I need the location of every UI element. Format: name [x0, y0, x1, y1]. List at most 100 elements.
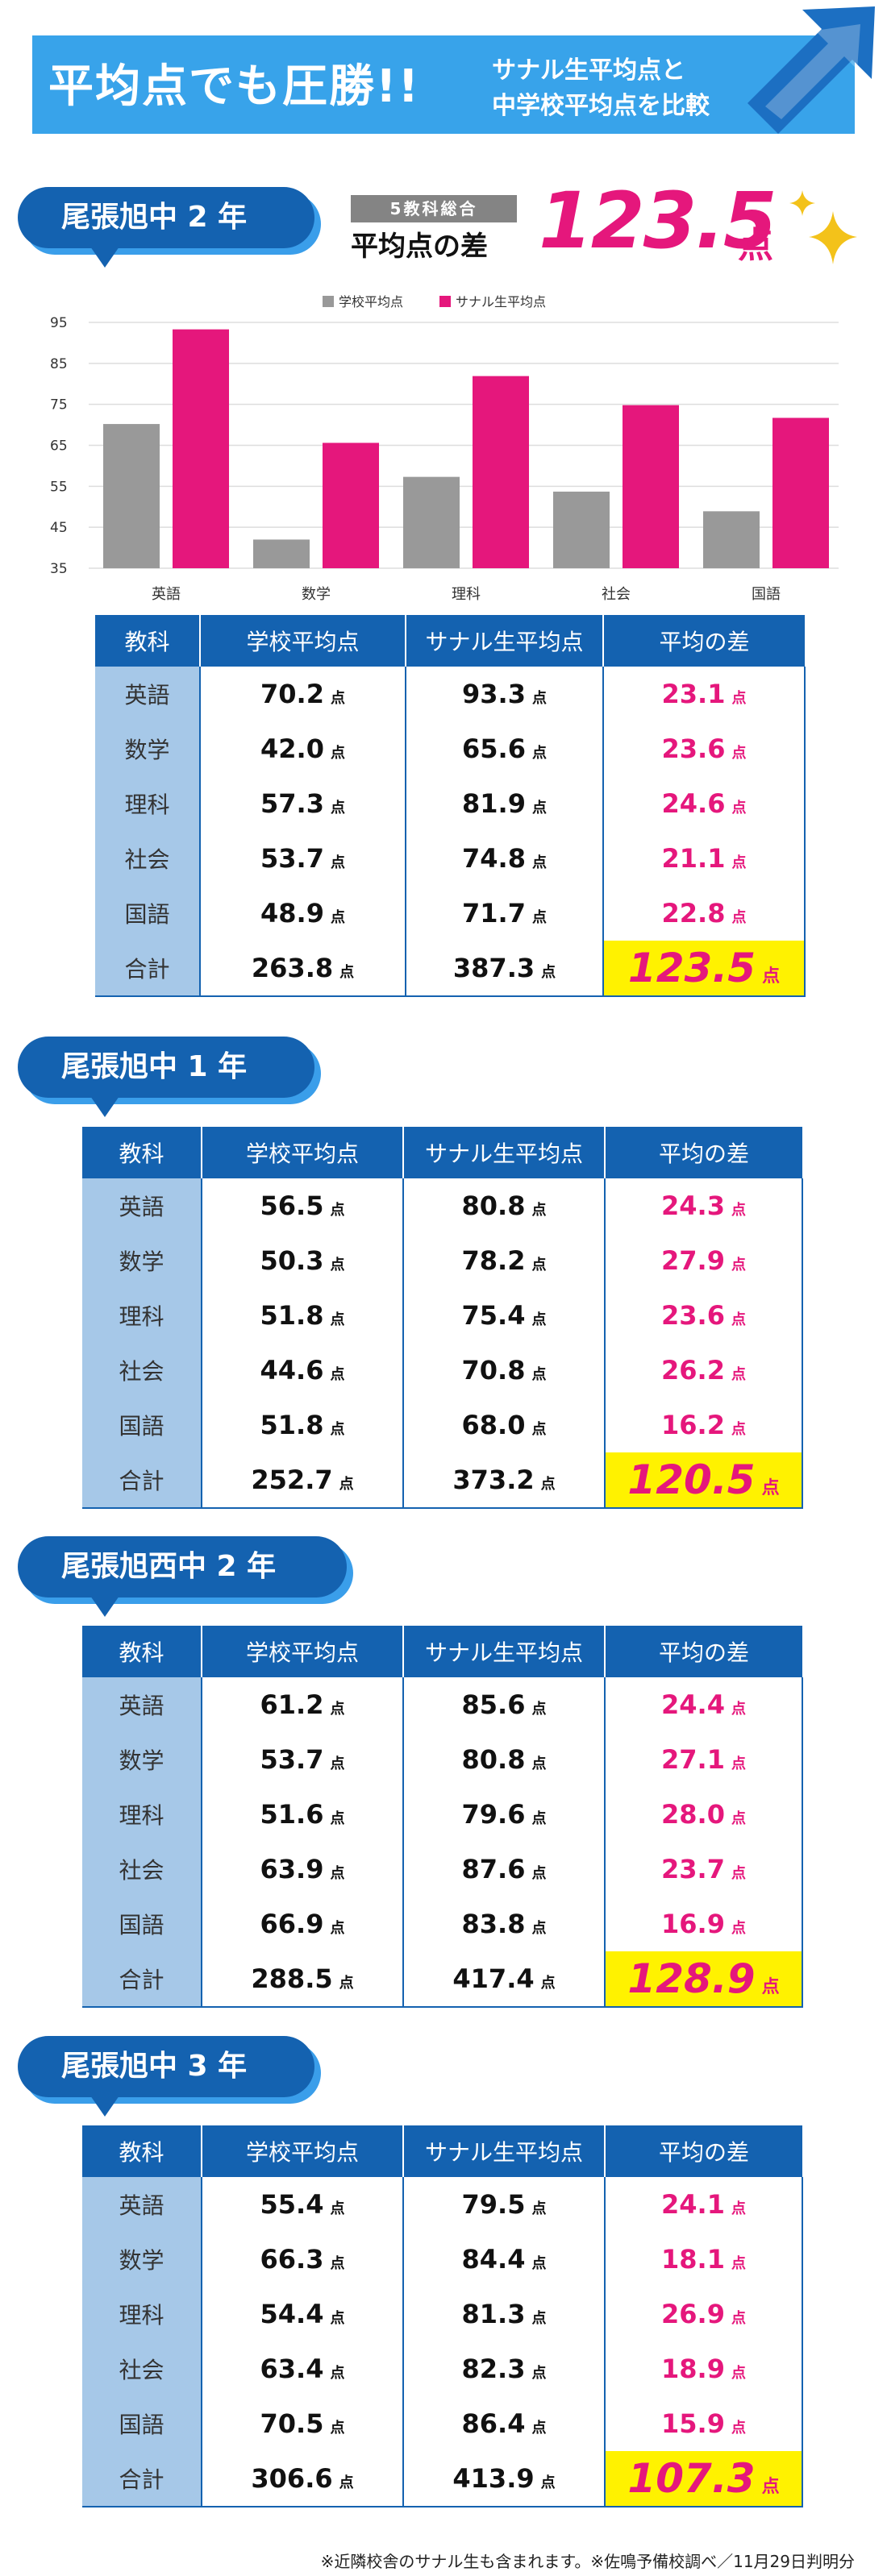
unit-label: 点: [330, 2255, 345, 2272]
unit-label: 点: [339, 964, 355, 981]
column-header: サナル生平均点: [403, 2125, 606, 2177]
table-row: 数学 50.3 点 78.2 点 27.9 点: [82, 1233, 803, 1288]
diff-score-value: 28.0: [661, 1799, 725, 1830]
subject-cell: 社会: [82, 1842, 202, 1897]
unit-label: 点: [762, 966, 781, 987]
unit-label: 点: [731, 1920, 746, 1937]
sanaru-score-cell: 78.2 点: [402, 1233, 606, 1288]
unit-label: 点: [330, 2200, 345, 2217]
unit-label: 点: [330, 1920, 345, 1937]
unit-label: 点: [330, 1701, 345, 1718]
table-row: 社会 44.6 点 70.8 点 26.2 点: [82, 1343, 803, 1398]
school-score-value: 57.3: [260, 788, 324, 819]
sanaru-score-cell: 68.0 点: [402, 1398, 606, 1452]
sanaru-score-value: 417.4: [452, 1963, 535, 1994]
summary-label: 平均点の差: [351, 231, 488, 263]
unit-label: 点: [330, 2310, 345, 2327]
unit-label: 点: [339, 1975, 354, 1992]
unit-label: 点: [531, 909, 547, 926]
school-score-cell: 51.8 点: [201, 1398, 404, 1452]
diff-score-cell: 24.4 点: [604, 1677, 803, 1732]
unit-label: 点: [531, 745, 547, 762]
sanaru-score-cell: 86.4 点: [402, 2396, 606, 2451]
unit-label: 点: [330, 1257, 345, 1273]
school-score-value: 63.4: [260, 2354, 324, 2384]
table-header-row: 教科 学校平均点 サナル生平均点 平均の差: [82, 1626, 802, 1677]
column-header: サナル生平均点: [403, 1626, 606, 1677]
diff-score-value: 26.9: [661, 2299, 725, 2329]
school-score-value: 263.8: [251, 953, 334, 983]
school-score-cell: 55.4 点: [201, 2177, 404, 2232]
unit-label: 点: [761, 1977, 780, 1997]
section-label-1: 尾張旭中 2 年: [18, 187, 314, 248]
table-row: 理科 51.6 点 79.6 点 28.0 点: [82, 1787, 803, 1842]
column-header: 平均の差: [605, 2125, 802, 2177]
x-tick-label: 数学: [302, 586, 331, 603]
diff-score-value: 24.1: [661, 2189, 725, 2220]
school-score-value: 54.4: [260, 2299, 324, 2329]
unit-label: 点: [531, 2420, 547, 2437]
table-header-row: 教科 学校平均点 サナル生平均点 平均の差: [95, 615, 805, 667]
table-row: 社会 63.4 点 82.3 点 18.9 点: [82, 2341, 803, 2396]
sanaru-score-cell: 74.8 点: [405, 831, 604, 886]
sanaru-score-cell: 80.8 点: [402, 1732, 606, 1787]
subject-cell: 国語: [82, 1897, 202, 1951]
diff-score-value: 24.3: [661, 1190, 725, 1221]
school-score-value: 306.6: [251, 2463, 333, 2494]
diff-score-cell: 26.9 点: [604, 2287, 803, 2341]
school-score-value: 63.9: [260, 1854, 324, 1884]
unit-label: 点: [531, 1865, 547, 1882]
school-score-cell: 51.8 点: [201, 1288, 404, 1343]
diff-score-cell: 24.6 点: [602, 776, 806, 831]
school-score-value: 70.2: [260, 679, 324, 709]
unit-label: 点: [531, 854, 547, 871]
subject-cell: 社会: [82, 1343, 202, 1398]
sanaru-score-value: 84.4: [461, 2244, 526, 2275]
column-header: 教科: [95, 615, 201, 667]
unit-label: 点: [731, 1257, 746, 1273]
up-right-arrow-icon: [747, 6, 875, 134]
diff-score-cell: 18.9 点: [604, 2341, 803, 2396]
unit-label: 点: [531, 2255, 547, 2272]
sanaru-score-cell: 93.3 点: [405, 667, 604, 721]
unit-label: 点: [531, 800, 547, 816]
subject-cell: 国語: [82, 1398, 202, 1452]
unit-label: 点: [330, 1755, 345, 1772]
sanaru-score-cell: 65.6 点: [405, 721, 604, 776]
diff-score-cell: 24.1 点: [604, 2177, 803, 2232]
unit-label: 点: [731, 1810, 746, 1827]
column-header: サナル生平均点: [406, 615, 604, 667]
unit-label: 点: [731, 2420, 746, 2437]
diff-score-cell: 23.6 点: [604, 1288, 803, 1343]
diff-score-value: 27.1: [661, 1744, 725, 1775]
unit-label: 点: [531, 1920, 547, 1937]
column-header: 平均の差: [603, 615, 805, 667]
diff-score-cell: 27.9 点: [604, 1233, 803, 1288]
unit-label: 点: [330, 909, 345, 926]
unit-label: 点: [731, 2200, 746, 2217]
unit-label: 点: [330, 2420, 345, 2437]
school-score-cell: 263.8 点: [199, 941, 406, 997]
unit-label: 点: [731, 1865, 746, 1882]
subject-cell: 合計: [95, 941, 201, 997]
sanaru-score-value: 80.8: [461, 1744, 526, 1775]
unit-label: 点: [541, 964, 556, 981]
school-score-value: 51.8: [260, 1410, 324, 1440]
unit-label: 点: [330, 854, 345, 871]
bar-sanaru: [323, 442, 379, 568]
unit-label: 点: [731, 2365, 746, 2382]
column-header: 平均の差: [605, 1626, 802, 1677]
unit-label: 点: [330, 1311, 345, 1328]
subject-cell: 社会: [95, 831, 201, 886]
unit-label: 点: [540, 2474, 556, 2491]
subject-cell: 数学: [82, 1732, 202, 1787]
unit-label: 点: [731, 1366, 746, 1383]
school-score-value: 44.6: [260, 1355, 324, 1386]
unit-label: 点: [731, 2310, 746, 2327]
subject-cell: 社会: [82, 2341, 202, 2396]
unit-label: 点: [761, 2477, 780, 2497]
diff-score-cell: 120.5 点: [604, 1452, 803, 1509]
school-score-cell: 57.3 点: [199, 776, 406, 831]
diff-score-value: 27.9: [661, 1245, 725, 1276]
sanaru-score-value: 74.8: [462, 843, 526, 874]
